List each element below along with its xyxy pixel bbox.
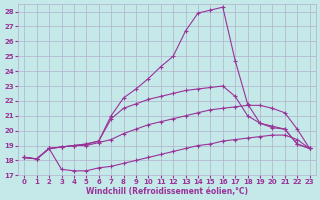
X-axis label: Windchill (Refroidissement éolien,°C): Windchill (Refroidissement éolien,°C) — [86, 187, 248, 196]
